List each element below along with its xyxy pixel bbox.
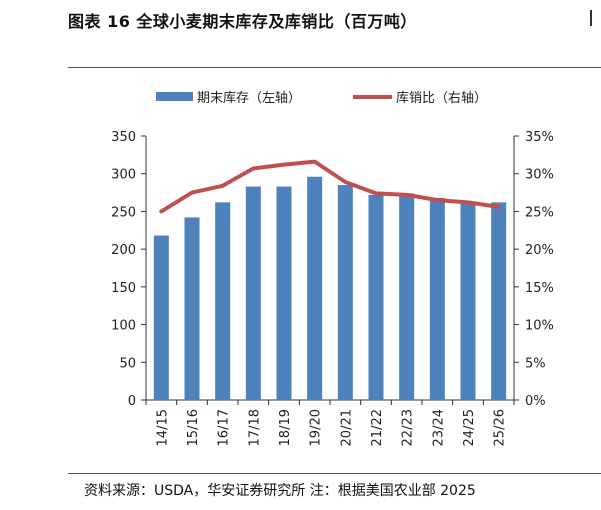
bar	[307, 176, 323, 400]
chart-svg: 期末库存（左轴） 库销比（右轴） 0 0% 50 5% 100 10% 150 15% 200 20…	[111, 90, 554, 446]
x-axis-labels: 14/15 15/16 16/17 17/18 18/19 19/20 20/21 21/22…	[155, 409, 507, 446]
bar	[491, 202, 507, 400]
x-tick-label: 21/22	[370, 409, 385, 446]
bar	[184, 217, 200, 400]
right-tick-label: 30%	[525, 168, 554, 183]
left-tick-label: 200	[111, 243, 136, 258]
right-tick-label: 10%	[525, 319, 554, 334]
bar	[245, 186, 261, 400]
x-tick-label: 24/25	[462, 409, 477, 446]
bar-series	[153, 176, 507, 400]
top-rule	[68, 67, 601, 68]
left-tick-label: 150	[111, 281, 136, 296]
left-tick-label: 50	[119, 356, 136, 371]
bar	[460, 203, 476, 400]
x-tick-label: 22/23	[401, 409, 416, 446]
left-tick-label: 350	[111, 130, 136, 145]
chart-title: 图表 16 全球小麦期末库存及库销比（百万吨）	[68, 12, 417, 31]
left-tick-label: 100	[111, 319, 136, 334]
x-tick-label: 17/18	[247, 409, 262, 446]
x-tick-label: 19/20	[309, 409, 324, 446]
x-tick-label: 23/24	[431, 409, 446, 446]
bar	[368, 194, 384, 400]
corner-mark	[590, 10, 592, 26]
right-tick-label: 35%	[525, 130, 554, 145]
bar	[429, 197, 445, 400]
legend-label-bar: 期末库存（左轴）	[197, 90, 301, 106]
left-tick-label: 0	[128, 394, 136, 409]
source-note: 资料来源：USDA，华安证券研究所 注：根据美国农业部 2025	[84, 483, 476, 499]
legend-label-line: 库销比（右轴）	[396, 90, 487, 106]
x-tick-label: 20/21	[339, 409, 354, 446]
line-series	[159, 159, 501, 214]
bottom-rule	[68, 473, 601, 474]
bar	[153, 235, 169, 400]
axes: 0 0% 50 5% 100 10% 150 15% 200 20% 250 25% 300 30% 350…	[111, 130, 554, 409]
right-tick-label: 20%	[525, 243, 554, 258]
bar	[276, 186, 292, 400]
right-tick-label: 25%	[525, 205, 554, 220]
left-tick-label: 300	[111, 168, 136, 183]
right-tick-label: 15%	[525, 281, 554, 296]
legend: 期末库存（左轴） 库销比（右轴）	[156, 90, 487, 106]
left-tick-label: 250	[111, 205, 136, 220]
ratio-line	[159, 159, 501, 214]
x-tick-label: 14/15	[155, 409, 170, 446]
x-tick-label: 16/17	[217, 409, 232, 446]
bar	[399, 193, 415, 400]
x-tick-label: 15/16	[186, 409, 201, 446]
bar	[337, 185, 353, 400]
x-tick-label: 18/19	[278, 409, 293, 446]
x-tick-label: 25/26	[493, 409, 508, 446]
right-tick-label: 0%	[525, 394, 546, 409]
legend-swatch-bar	[156, 92, 193, 101]
bar	[215, 202, 231, 400]
right-tick-label: 5%	[525, 356, 546, 371]
